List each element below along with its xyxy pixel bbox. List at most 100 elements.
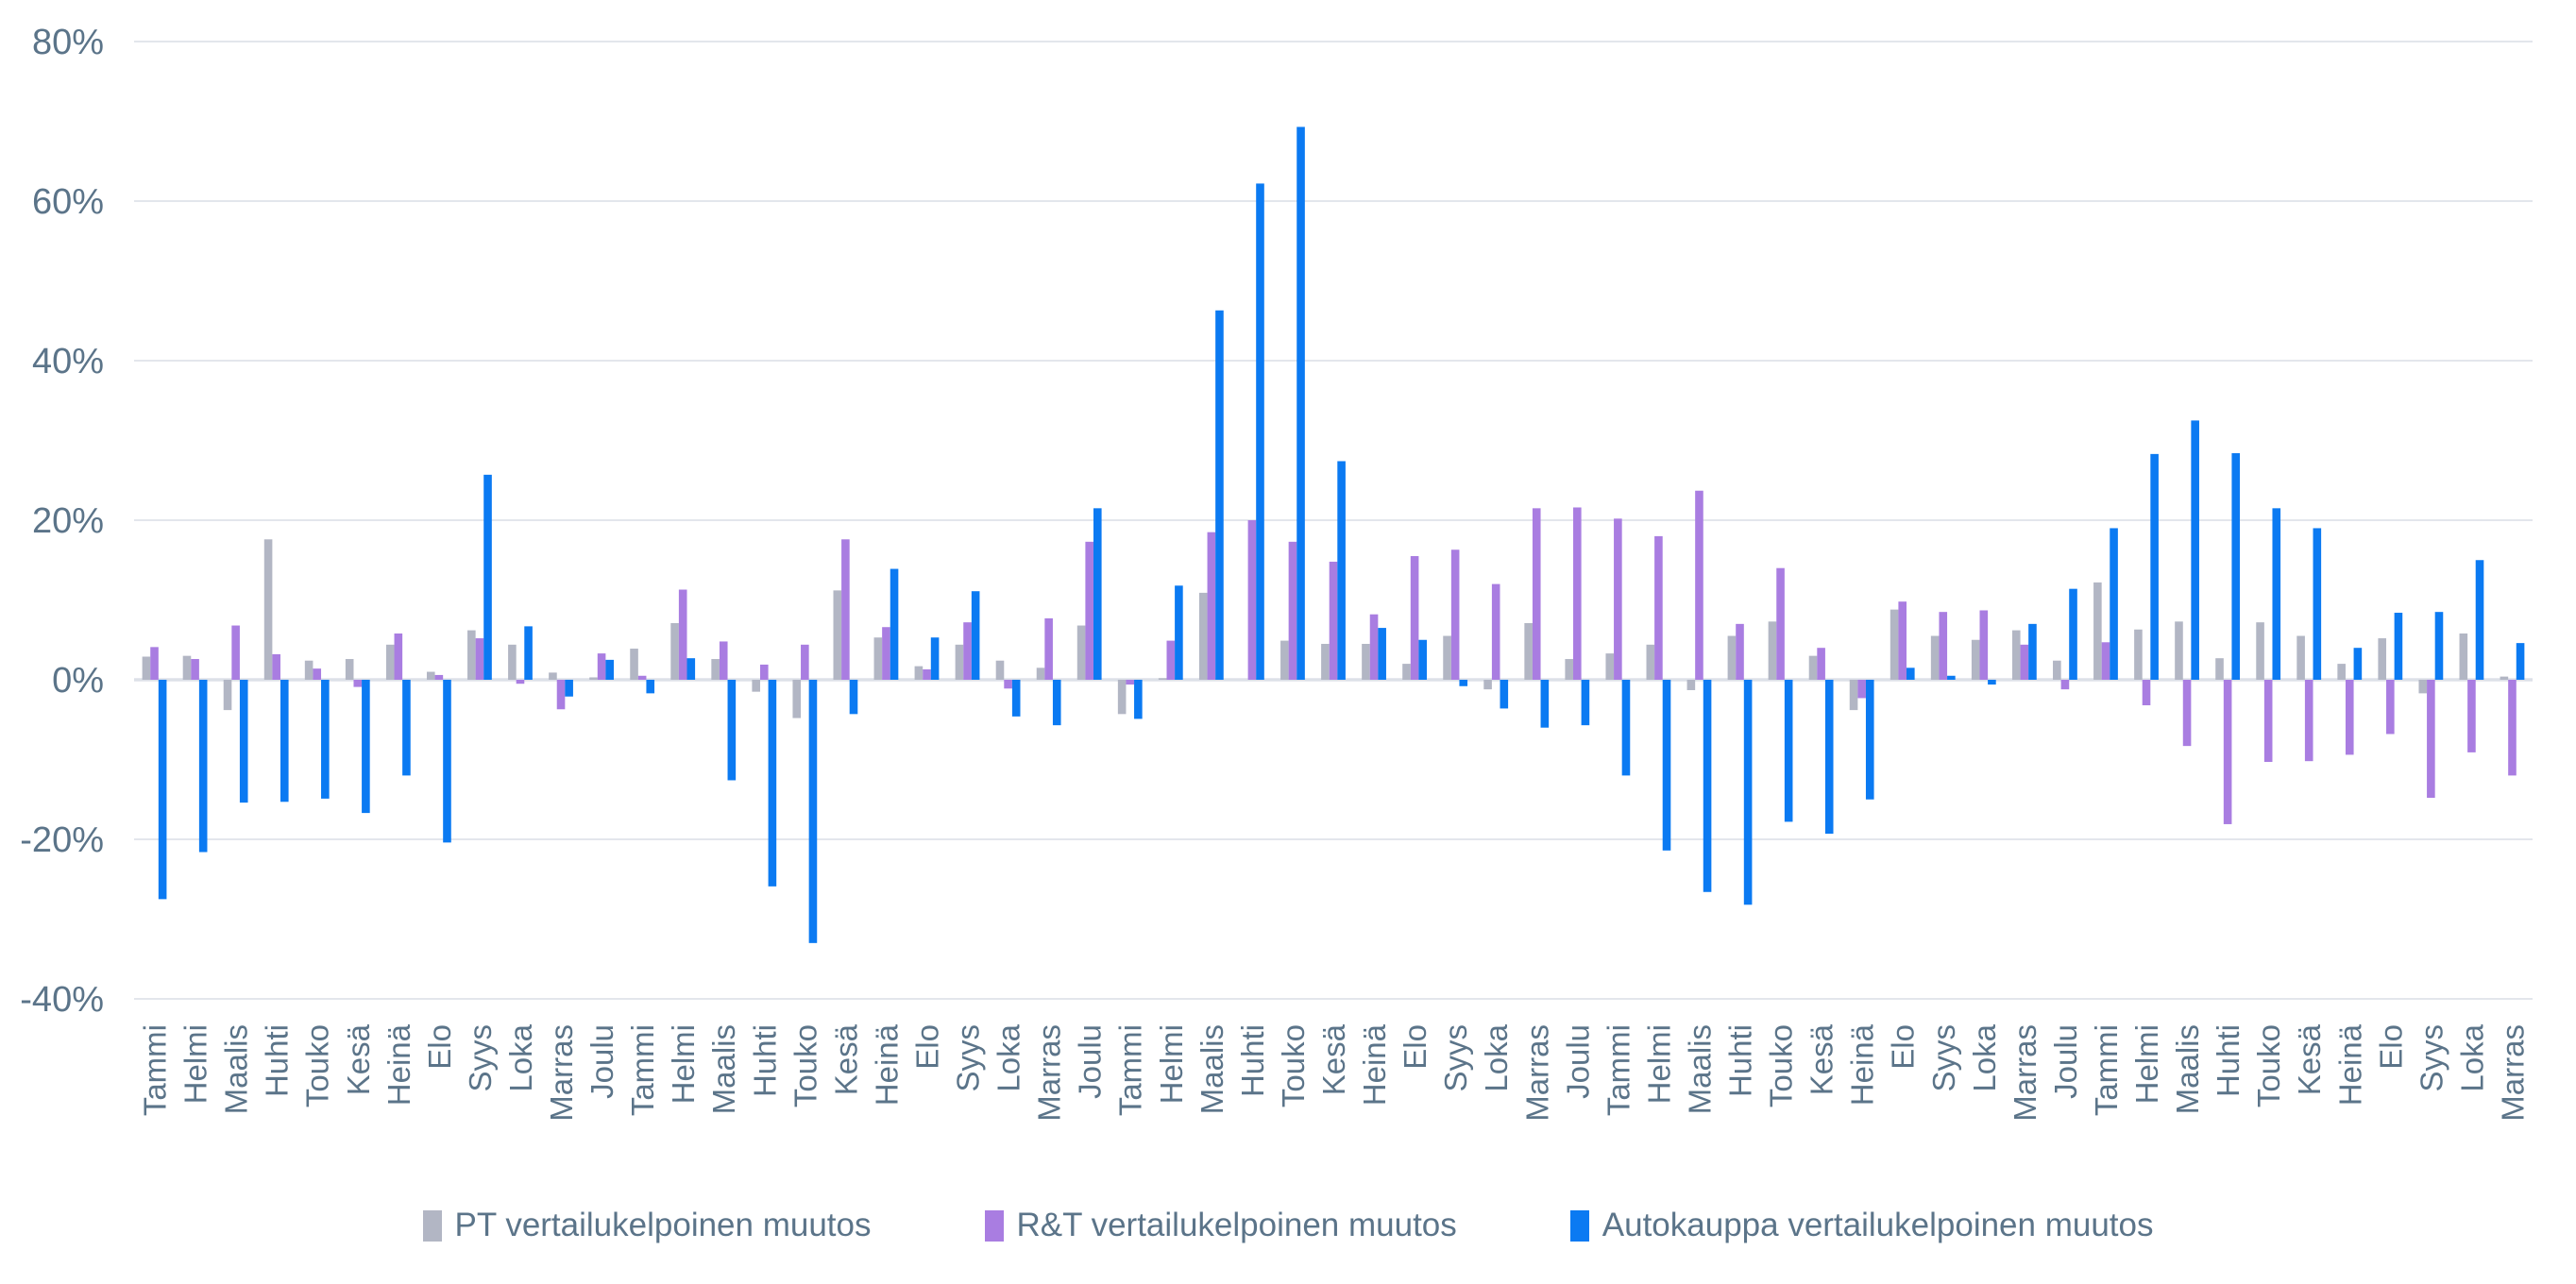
y-tick-label: 20% xyxy=(32,501,104,541)
bar-PT-Huhti-39 xyxy=(1727,635,1737,680)
x-tick-label: Marras xyxy=(1519,1024,1554,1122)
x-tick-label: Helmi xyxy=(2129,1024,2164,1104)
bar-PT-Maalis-38 xyxy=(1686,680,1696,690)
bar-PT-Helmi-13 xyxy=(670,623,679,680)
bar-Autokauppa-Loka-21 xyxy=(1011,680,1021,717)
bar-R&T-Kesä-17 xyxy=(841,539,850,680)
bar-R&T-Maalis-14 xyxy=(719,641,728,680)
bar-R&T-Touko-16 xyxy=(801,644,809,680)
bar-R&T-Maalis-2 xyxy=(231,625,240,680)
bar-Autokauppa-Elo-55 xyxy=(2394,613,2403,680)
y-tick-label: 60% xyxy=(32,182,104,222)
bar-PT-Huhti-15 xyxy=(752,680,760,692)
bar-PT-Tammi-36 xyxy=(1605,653,1615,680)
bar-R&T-Joulu-11 xyxy=(597,653,606,680)
y-tick-label: -20% xyxy=(20,820,104,860)
bar-PT-Tammi-48 xyxy=(2093,582,2102,680)
bar-R&T-Syys-8 xyxy=(475,638,484,680)
x-tick-label: Syys xyxy=(1438,1024,1473,1092)
bar-Autokauppa-Marras-34 xyxy=(1540,680,1550,728)
x-tick-label: Maalis xyxy=(706,1024,741,1114)
x-tick-label: Kesä xyxy=(1316,1023,1351,1095)
bar-Autokauppa-Heinä-54 xyxy=(2353,648,2363,680)
bar-R&T-Elo-19 xyxy=(923,669,931,680)
bar-R&T-Maalis-38 xyxy=(1695,490,1703,680)
bar-PT-Maalis-50 xyxy=(2175,621,2183,680)
x-tick-label: Touko xyxy=(2251,1024,2286,1107)
bar-R&T-Helmi-13 xyxy=(678,589,687,680)
x-tick-label: Loka xyxy=(991,1023,1026,1091)
bar-PT-Loka-9 xyxy=(508,644,517,680)
bar-Autokauppa-Touko-52 xyxy=(2272,508,2281,680)
bar-PT-Touko-52 xyxy=(2256,622,2264,680)
bar-R&T-Huhti-15 xyxy=(759,664,769,680)
bar-R&T-Marras-34 xyxy=(1532,508,1541,680)
x-tick-label: Touko xyxy=(788,1024,822,1107)
bar-Autokauppa-Kesä-41 xyxy=(1824,680,1834,835)
bar-PT-Kesä-17 xyxy=(833,590,842,680)
x-tick-label: Joulu xyxy=(1560,1024,1595,1099)
bar-R&T-Kesä-41 xyxy=(1817,648,1825,680)
bar-PT-Heinä-30 xyxy=(1362,643,1370,680)
x-tick-label: Elo xyxy=(1398,1024,1432,1070)
x-tick-label: Kesä xyxy=(341,1023,376,1095)
x-tick-label: Touko xyxy=(1764,1024,1799,1107)
x-tick-label: Joulu xyxy=(585,1024,619,1099)
bar-Autokauppa-Maalis-38 xyxy=(1703,680,1712,892)
bar-Autokauppa-Marras-46 xyxy=(2028,623,2037,680)
bar-PT-Syys-56 xyxy=(2418,680,2428,694)
x-tick-label: Heinä xyxy=(1357,1023,1392,1106)
bar-R&T-Huhti-39 xyxy=(1736,623,1744,680)
bar-PT-Helmi-37 xyxy=(1646,644,1655,680)
bar-PT-Kesä-41 xyxy=(1808,655,1818,680)
x-tick-label: Kesä xyxy=(828,1023,863,1095)
bar-Autokauppa-Tammi-0 xyxy=(158,680,167,900)
bar-R&T-Huhti-3 xyxy=(272,653,280,680)
bar-PT-Helmi-25 xyxy=(1158,678,1167,680)
bar-Autokauppa-Helmi-37 xyxy=(1662,680,1671,851)
bar-R&T-Syys-44 xyxy=(1939,612,1948,680)
bar-PT-Elo-31 xyxy=(1402,664,1411,680)
bar-Autokauppa-Loka-57 xyxy=(2475,560,2484,680)
bar-Autokauppa-Tammi-12 xyxy=(646,680,655,694)
bar-PT-Kesä-29 xyxy=(1321,643,1330,680)
bar-Autokauppa-Syys-20 xyxy=(971,591,980,680)
bar-R&T-Joulu-23 xyxy=(1085,541,1093,681)
x-tick-label: Elo xyxy=(910,1024,945,1070)
x-tick-label: Tammi xyxy=(625,1024,660,1116)
bar-R&T-Heinä-30 xyxy=(1369,614,1379,680)
bar-Autokauppa-Heinä-6 xyxy=(402,680,411,776)
x-tick-label: Huhti xyxy=(747,1024,782,1097)
x-tick-label: Elo xyxy=(422,1024,457,1070)
bar-R&T-Syys-32 xyxy=(1450,549,1460,680)
bar-Autokauppa-Heinä-18 xyxy=(890,568,899,680)
legend-item-pt: PT vertailukelpoinen muutos xyxy=(422,1207,872,1244)
x-tick-label: Joulu xyxy=(1073,1024,1108,1099)
bar-Autokauppa-Joulu-11 xyxy=(605,659,614,681)
bar-Autokauppa-Huhti-27 xyxy=(1256,183,1264,680)
x-tick-label: Elo xyxy=(1886,1024,1921,1070)
bar-R&T-Helmi-25 xyxy=(1166,640,1176,681)
bar-R&T-Elo-55 xyxy=(2386,680,2395,735)
bar-PT-Syys-44 xyxy=(1930,635,1940,680)
bar-PT-Syys-20 xyxy=(955,644,964,680)
x-tick-label: Kesä xyxy=(1805,1023,1839,1095)
bar-R&T-Syys-20 xyxy=(963,622,972,680)
bar-R&T-Touko-40 xyxy=(1776,567,1785,680)
bar-Autokauppa-Huhti-39 xyxy=(1743,680,1753,905)
x-tick-label: Loka xyxy=(503,1023,538,1091)
bar-Autokauppa-Touko-4 xyxy=(321,680,330,799)
bar-PT-Kesä-53 xyxy=(2296,635,2305,680)
bar-PT-Joulu-47 xyxy=(2053,660,2061,680)
bar-PT-Joulu-23 xyxy=(1076,625,1086,680)
bar-Autokauppa-Marras-58 xyxy=(2516,643,2525,680)
bar-R&T-Tammi-48 xyxy=(2101,642,2110,680)
bar-Autokauppa-Tammi-24 xyxy=(1134,680,1143,719)
bar-R&T-Tammi-24 xyxy=(1126,680,1135,685)
bar-PT-Kesä-5 xyxy=(345,659,354,680)
legend-label-rt: R&T vertailukelpoinen muutos xyxy=(1016,1207,1457,1243)
bar-R&T-Marras-58 xyxy=(2508,680,2517,776)
legend-item-autokauppa: Autokauppa vertailukelpoinen muutos xyxy=(1569,1207,2154,1244)
bar-PT-Syys-8 xyxy=(467,630,476,680)
